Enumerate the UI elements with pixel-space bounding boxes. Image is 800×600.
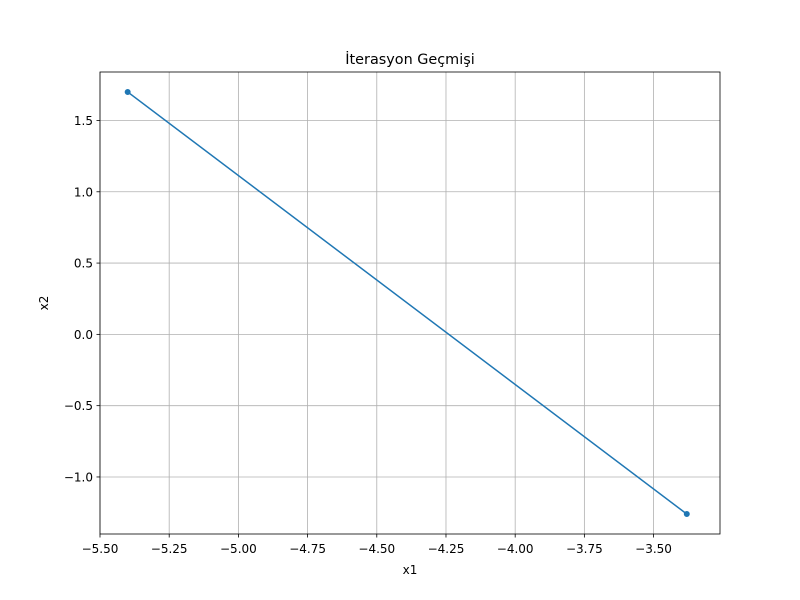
series-line [126, 90, 688, 516]
y-tick-label: 0.5 [74, 257, 93, 271]
y-tick-label: 0.0 [74, 328, 93, 342]
x-tick-label: −5.00 [220, 542, 257, 556]
y-tick-label: 1.0 [74, 185, 93, 199]
x-axis-ticks: −5.50 −5.25 −5.00 −4.75 −4.50 −4.25 −4.00 −3.75… [82, 534, 672, 556]
y-tick-label: −0.5 [64, 399, 93, 413]
y-tick-label: −1.0 [64, 470, 93, 484]
chart-title: İterasyon Geçmişi [345, 50, 474, 68]
x-axis-label: x1 [403, 563, 418, 577]
axes-frame [99, 71, 721, 535]
data-point [683, 511, 690, 518]
x-tick-label: −5.25 [151, 542, 188, 556]
x-tick-label: −4.00 [497, 542, 534, 556]
x-tick-label: −3.75 [566, 542, 603, 556]
data-point [124, 88, 131, 95]
y-tick-label: 1.5 [74, 114, 93, 128]
x-tick-label: −3.50 [635, 542, 672, 556]
x-tick-label: −5.50 [82, 542, 119, 556]
x-tick-label: −4.75 [289, 542, 326, 556]
x-tick-label: −4.25 [428, 542, 465, 556]
y-axis-ticks: −1.0 −0.5 0.0 0.5 1.0 1.5 [64, 114, 100, 484]
y-axis-label: x2 [37, 296, 51, 311]
grid [99, 72, 720, 534]
series-layer [124, 88, 690, 518]
x-tick-label: −4.50 [358, 542, 395, 556]
